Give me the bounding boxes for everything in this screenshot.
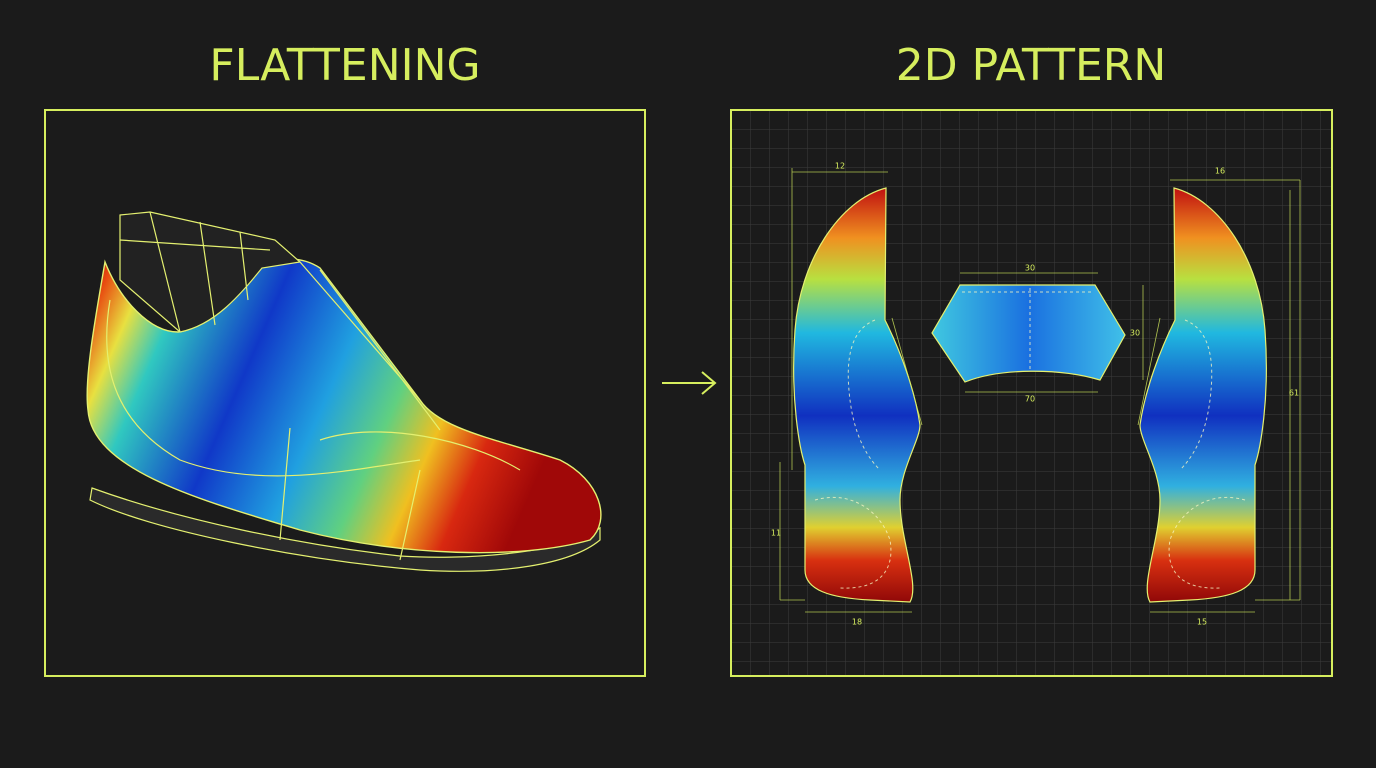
shoe: [86, 211, 602, 572]
dimension-label: 16: [1215, 167, 1225, 176]
dimension-label: 15: [1197, 618, 1207, 627]
left-title: FLATTENING: [209, 40, 480, 91]
right-piece: [1139, 187, 1267, 603]
left-panel: [44, 109, 646, 677]
middle-piece: [931, 284, 1126, 383]
dimension-label: 70: [1025, 395, 1035, 404]
dimension-label: 30: [1130, 329, 1140, 338]
dimension-label: 18: [852, 618, 862, 627]
right-title: 2D PATTERN: [896, 40, 1167, 91]
arrow: [662, 371, 717, 395]
pattern-pieces: [793, 187, 1267, 603]
dimension-label: 61: [1289, 389, 1299, 398]
dimension-label: 11: [771, 529, 781, 538]
left-piece: [793, 187, 921, 603]
dimension-lines: [779, 168, 1301, 613]
dimension-label: 30: [1025, 264, 1035, 273]
right-panel: [730, 109, 1333, 677]
dimension-label: 12: [835, 162, 845, 171]
